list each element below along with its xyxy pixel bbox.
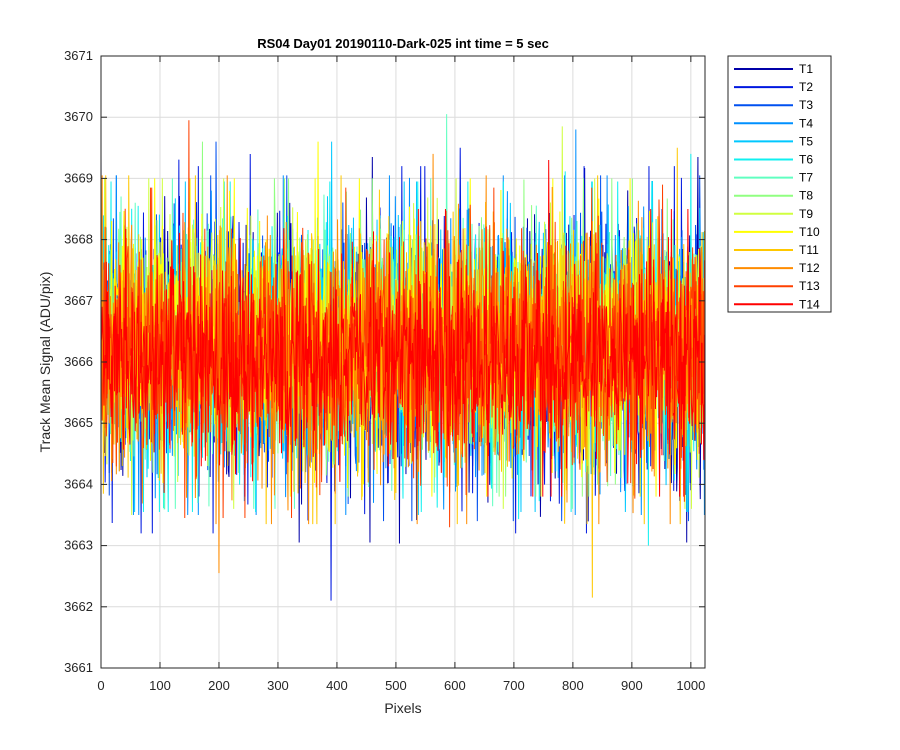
y-tick-label: 3671 <box>64 48 93 63</box>
y-tick-label: 3664 <box>64 476 93 491</box>
x-axis-label: Pixels <box>384 700 421 716</box>
y-tick-label: 3667 <box>64 293 93 308</box>
chart-title: RS04 Day01 20190110-Dark-025 int time = … <box>257 36 549 51</box>
legend-label-t6: T6 <box>799 153 813 167</box>
x-tick-label: 900 <box>621 678 643 693</box>
x-tick-label: 800 <box>562 678 584 693</box>
legend-label-t12: T12 <box>799 261 820 275</box>
x-tick-label: 200 <box>208 678 230 693</box>
legend-label-t13: T13 <box>799 279 820 293</box>
x-tick-label: 0 <box>97 678 104 693</box>
legend: T1 T2 T3 T4 T5 T6 T7 T8 T9 T10 T11 T12 T13 T14 <box>727 55 832 313</box>
y-tick-label: 3670 <box>64 109 93 124</box>
legend-label-t4: T4 <box>799 116 813 130</box>
legend-label-t7: T7 <box>799 171 813 185</box>
y-tick-label: 3668 <box>64 232 93 247</box>
y-tick-label: 3663 <box>64 538 93 553</box>
legend-label-t9: T9 <box>799 207 813 221</box>
legend-label-t10: T10 <box>799 225 820 239</box>
legend-label-t3: T3 <box>799 98 813 112</box>
legend-label-t11: T11 <box>799 243 819 257</box>
x-tick-label: 600 <box>444 678 466 693</box>
y-tick-label: 3662 <box>64 599 93 614</box>
legend-label-t14: T14 <box>799 297 820 311</box>
x-tick-label: 400 <box>326 678 348 693</box>
x-tick-label: 100 <box>149 678 171 693</box>
series-lines <box>100 114 705 601</box>
series-line-t14 <box>100 160 705 497</box>
x-tick-label: 300 <box>267 678 289 693</box>
y-tick-label: 3665 <box>64 415 93 430</box>
y-tick-label: 3661 <box>64 660 93 675</box>
y-tick-label: 3666 <box>64 354 93 369</box>
legend-label-t5: T5 <box>799 134 813 148</box>
y-tick-label: 3669 <box>64 170 93 185</box>
legend-label-t8: T8 <box>799 189 813 203</box>
x-tick-label: 500 <box>385 678 407 693</box>
x-tick-labels: 0 100 200 300 400 500 600 700 800 900 1000 <box>97 678 705 693</box>
legend-label-t1: T1 <box>799 62 813 76</box>
ticks <box>100 55 705 669</box>
legend-label-t2: T2 <box>799 80 813 94</box>
legend-box <box>727 55 832 313</box>
y-tick-labels: 3661 3662 3663 3664 3665 3666 3667 3668 3669 3670… <box>64 48 93 675</box>
x-tick-label: 700 <box>503 678 525 693</box>
x-tick-label: 1000 <box>676 678 705 693</box>
y-axis-label: Track Mean Signal (ADU/pix) <box>37 272 53 453</box>
